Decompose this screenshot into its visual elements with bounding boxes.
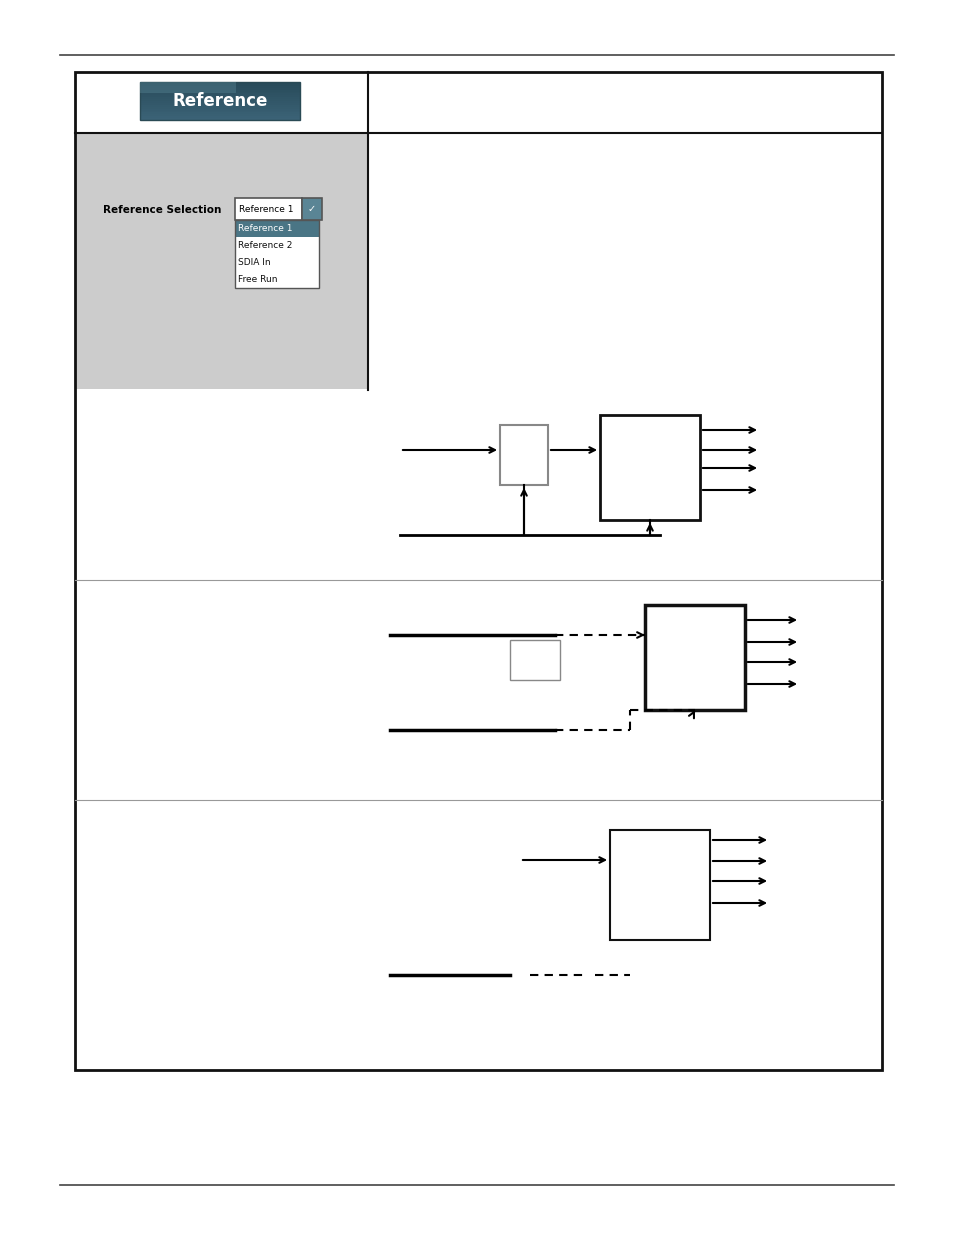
Bar: [140, 105, 299, 106]
Text: Reference 2: Reference 2: [237, 241, 292, 249]
Bar: [140, 82, 235, 94]
Text: SDIA In: SDIA In: [237, 258, 271, 267]
Bar: [140, 119, 299, 120]
Bar: [76, 135, 367, 389]
Bar: [140, 115, 299, 116]
Text: Free Run: Free Run: [237, 275, 277, 284]
Bar: [140, 110, 299, 112]
Bar: [599, 415, 700, 520]
Bar: [140, 106, 299, 109]
Bar: [234, 220, 318, 288]
Bar: [234, 254, 318, 270]
Bar: [609, 830, 709, 940]
Bar: [140, 94, 299, 95]
Bar: [140, 82, 299, 120]
Text: ✓: ✓: [308, 204, 315, 214]
Bar: [140, 95, 299, 98]
Bar: [140, 109, 299, 110]
Text: Reference: Reference: [172, 91, 268, 110]
Bar: [644, 605, 744, 710]
Bar: [140, 85, 299, 88]
Text: Reference Selection: Reference Selection: [103, 205, 221, 215]
Bar: [140, 98, 299, 99]
Text: Reference 1: Reference 1: [239, 205, 294, 214]
Bar: [140, 82, 299, 84]
Bar: [234, 198, 302, 220]
Bar: [75, 72, 882, 1070]
Bar: [140, 88, 299, 90]
Bar: [140, 112, 299, 115]
Bar: [510, 640, 559, 680]
Bar: [140, 99, 299, 101]
Bar: [140, 103, 299, 105]
Bar: [234, 270, 318, 288]
Bar: [234, 237, 318, 254]
Bar: [234, 220, 318, 237]
Bar: [140, 90, 299, 91]
Bar: [140, 84, 299, 85]
Bar: [140, 91, 299, 94]
Bar: [140, 116, 299, 119]
Bar: [302, 198, 322, 220]
Bar: [140, 101, 299, 103]
Bar: [499, 425, 547, 485]
Text: Reference 1: Reference 1: [237, 224, 293, 233]
